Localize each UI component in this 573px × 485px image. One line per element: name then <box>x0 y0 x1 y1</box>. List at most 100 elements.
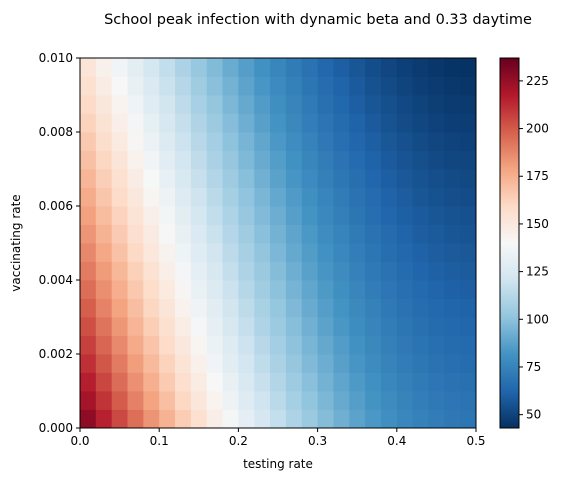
heatmap-cell <box>428 243 445 262</box>
heatmap-cell <box>428 187 445 207</box>
heatmap-cell <box>412 409 429 429</box>
heatmap-cell <box>460 169 477 188</box>
heatmap-cell <box>111 261 128 281</box>
heatmap-cell <box>301 317 318 336</box>
heatmap-cell <box>222 206 239 225</box>
heatmap-cell <box>444 169 461 188</box>
heatmap-cell <box>349 409 366 429</box>
heatmap-cell <box>380 317 398 336</box>
heatmap-cell <box>428 335 445 355</box>
heatmap-cell <box>301 132 318 151</box>
heatmap-cell <box>412 391 429 410</box>
heatmap-cell <box>380 372 398 392</box>
heatmap-cell <box>412 95 429 114</box>
heatmap-cell <box>254 58 271 77</box>
heatmap-cell <box>396 76 414 96</box>
heatmap-cell <box>95 261 113 281</box>
heatmap-cell <box>206 354 223 373</box>
heatmap-cell <box>428 280 445 299</box>
heatmap-cell <box>111 372 128 392</box>
heatmap-cell <box>80 113 97 133</box>
heatmap-cell <box>238 261 255 281</box>
heatmap-cell <box>206 187 223 207</box>
heatmap-cell <box>143 187 160 207</box>
colorbar-axis: 50 75 100 125 150 175 200 225 <box>519 74 549 422</box>
heatmap-cell <box>270 58 287 77</box>
heatmap-cell <box>143 409 160 429</box>
heatmap-cell <box>301 391 318 410</box>
heatmap-cell <box>412 261 429 281</box>
heatmap-cell <box>365 187 382 207</box>
y-tick-label: 0.008 <box>39 125 73 139</box>
heatmap-cell <box>317 261 334 281</box>
heatmap-cell <box>127 298 144 318</box>
heatmap-cell <box>95 409 113 429</box>
heatmap-cell <box>206 372 223 392</box>
heatmap-cell <box>333 132 350 151</box>
heatmap-cell <box>270 224 287 244</box>
heatmap-cell <box>238 150 255 170</box>
heatmap-cell <box>317 391 334 410</box>
heatmap-cell <box>127 206 144 225</box>
heatmap-cell <box>412 187 429 207</box>
heatmap-cell <box>206 335 223 355</box>
heatmap-cell <box>95 169 113 188</box>
heatmap-cell <box>143 298 160 318</box>
y-tick-label: 0.004 <box>39 273 73 287</box>
heatmap-cell <box>396 224 414 244</box>
heatmap-cell <box>428 354 445 373</box>
heatmap-cell <box>127 409 144 429</box>
heatmap-cell <box>206 224 223 244</box>
heatmap-cell <box>285 335 303 355</box>
heatmap-cell <box>254 409 271 429</box>
heatmap-cell <box>380 354 398 373</box>
heatmap-cell <box>190 409 208 429</box>
heatmap-cell <box>317 224 334 244</box>
heatmap-cell <box>460 335 477 355</box>
heatmap-cell <box>111 224 128 244</box>
heatmap-cell <box>175 317 192 336</box>
x-tick-label: 0.4 <box>387 434 406 448</box>
y-tick-label: 0.002 <box>39 347 73 361</box>
heatmap-cell <box>428 261 445 281</box>
x-axis-label: testing rate <box>243 457 313 471</box>
x-tick-label: 0.3 <box>308 434 327 448</box>
heatmap-cell <box>127 58 144 77</box>
heatmap-cell <box>95 335 113 355</box>
heatmap-cell <box>143 206 160 225</box>
heatmap-cell <box>270 409 287 429</box>
heatmap-cell <box>444 298 461 318</box>
heatmap-cell <box>127 187 144 207</box>
y-tick-label: 0.006 <box>39 199 73 213</box>
heatmap-cell <box>396 354 414 373</box>
heatmap-cell <box>349 76 366 96</box>
heatmap-cell <box>285 169 303 188</box>
heatmap-cell <box>380 169 398 188</box>
colorbar-tick-label: 100 <box>526 312 549 326</box>
heatmap-cell <box>380 132 398 151</box>
heatmap-cell <box>127 243 144 262</box>
heatmap-cell <box>396 206 414 225</box>
heatmap-cell <box>365 150 382 170</box>
heatmap-cell <box>127 372 144 392</box>
heatmap-cell <box>159 280 176 299</box>
heatmap-cell <box>444 132 461 151</box>
heatmap-cell <box>206 113 223 133</box>
heatmap-cells <box>80 58 477 429</box>
heatmap-cell <box>111 391 128 410</box>
heatmap-cell <box>159 243 176 262</box>
heatmap-cell <box>444 58 461 77</box>
heatmap-cell <box>396 132 414 151</box>
heatmap-cell <box>460 76 477 96</box>
heatmap-cell <box>95 150 113 170</box>
heatmap-cell <box>175 243 192 262</box>
heatmap-cell <box>365 372 382 392</box>
heatmap-cell <box>175 391 192 410</box>
heatmap-cell <box>460 206 477 225</box>
heatmap-cell <box>111 169 128 188</box>
heatmap-cell <box>412 298 429 318</box>
heatmap-cell <box>460 113 477 133</box>
heatmap-cell <box>175 372 192 392</box>
heatmap-cell <box>190 243 208 262</box>
heatmap-cell <box>365 409 382 429</box>
